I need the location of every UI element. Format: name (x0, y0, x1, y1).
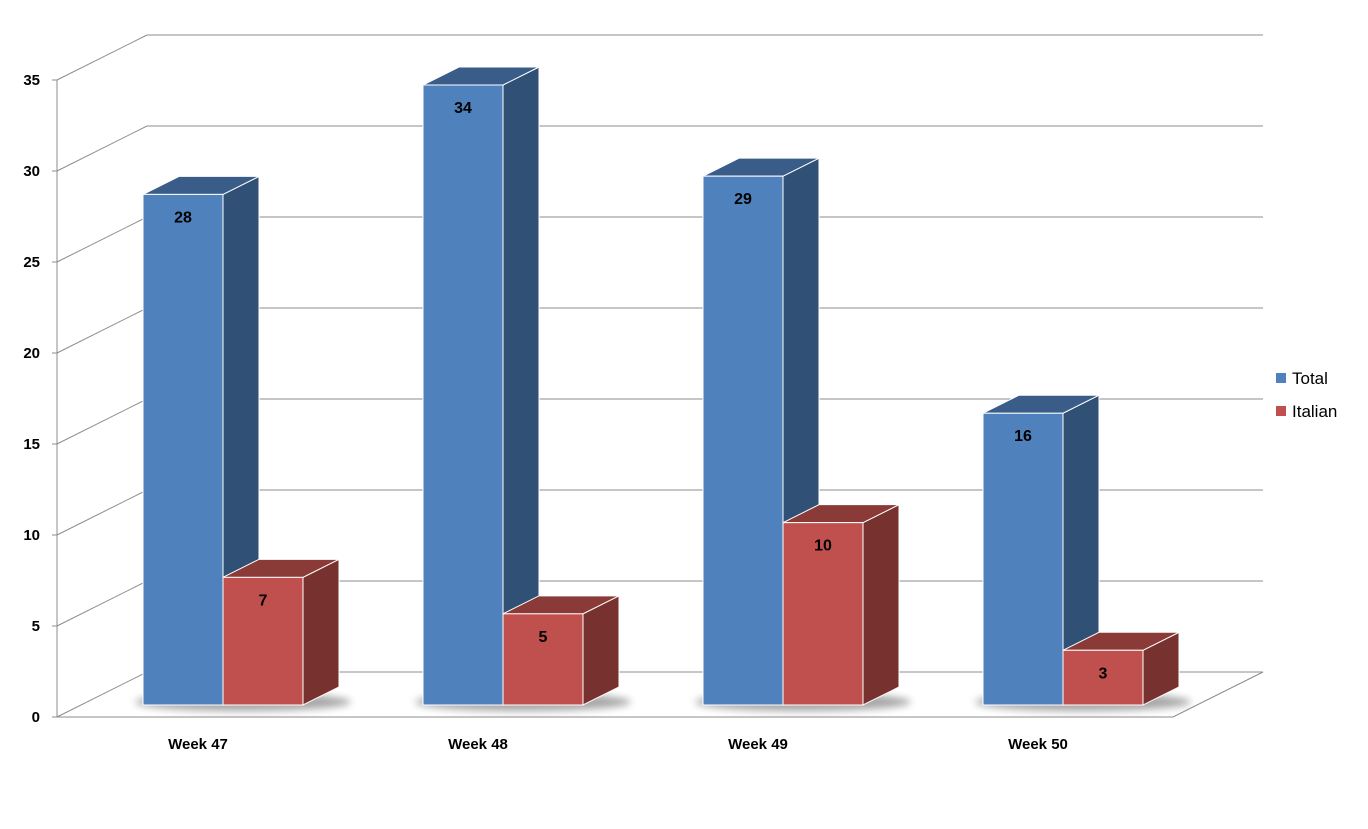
bar-front (422, 84, 504, 706)
x-tick-label: Week 49 (728, 736, 788, 753)
y-tick-label: 20 (23, 345, 40, 362)
bar-italian-week-49: 10 (782, 503, 900, 706)
bars: 28 7 34 5 29 10 16 3 (142, 66, 1180, 706)
gridline-side (56, 489, 148, 536)
legend: Total Italian (1276, 369, 1337, 421)
legend-label: Italian (1292, 402, 1337, 421)
bar-front (142, 193, 224, 706)
data-label: 5 (539, 629, 548, 646)
bar-total-week-48: 34 (422, 66, 540, 706)
gridline-side (56, 398, 148, 445)
y-tick-label: 0 (32, 709, 40, 726)
data-label: 10 (814, 538, 832, 555)
bar-italian-week-47: 7 (222, 558, 340, 706)
bar-side (862, 503, 900, 706)
legend-label: Total (1292, 369, 1328, 388)
bar-side (582, 595, 620, 706)
x-tick-label: Week 48 (448, 736, 508, 753)
bar-front (982, 412, 1064, 706)
y-tick-label: 25 (23, 254, 40, 271)
legend-item-italian: Italian (1276, 402, 1337, 421)
y-tick-label: 35 (23, 72, 40, 89)
bar-italian-week-48: 5 (502, 595, 620, 706)
data-label: 3 (1099, 665, 1108, 682)
gridline-side (56, 125, 148, 172)
y-tick-label: 30 (23, 163, 40, 180)
gridline-side (56, 580, 148, 627)
gridline-side (56, 216, 148, 263)
gridline-side (56, 34, 148, 81)
y-tick-label: 10 (23, 527, 40, 544)
legend-item-total: Total (1276, 369, 1328, 388)
floor-outline (56, 671, 1264, 718)
x-tick-label: Week 47 (168, 736, 228, 753)
bar-italian-week-50: 3 (1062, 631, 1180, 706)
y-tick-label: 5 (32, 618, 40, 635)
y-axis: 0 5 10 15 20 25 30 35 (23, 72, 57, 726)
bar-front (222, 576, 304, 706)
y-tick-label: 15 (23, 436, 40, 453)
data-label: 34 (454, 100, 472, 117)
bar-front (782, 522, 864, 706)
data-label: 29 (734, 191, 752, 208)
x-axis: Week 47 Week 48 Week 49 Week 50 (168, 736, 1068, 753)
x-tick-label: Week 50 (1008, 736, 1068, 753)
bar-front (1062, 649, 1144, 706)
data-label: 16 (1014, 428, 1032, 445)
data-label: 28 (174, 209, 192, 226)
legend-swatch (1276, 406, 1286, 416)
data-label: 7 (259, 592, 268, 609)
bar-side (302, 558, 340, 706)
bar-front (502, 613, 584, 706)
chart-walls (56, 80, 1264, 718)
gridline-side (56, 307, 148, 354)
bar-front (702, 175, 784, 706)
legend-swatch (1276, 373, 1286, 383)
